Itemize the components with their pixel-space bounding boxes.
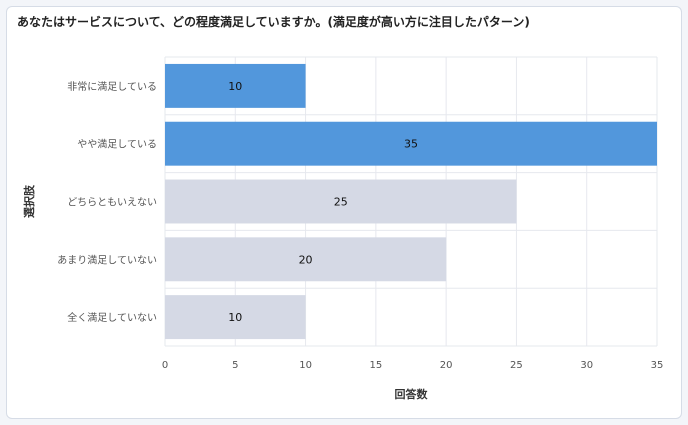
x-tick-label: 35 (651, 360, 664, 371)
bar (165, 237, 447, 282)
chart-title: あなたはサービスについて、どの程度満足していますか。(満足度が高い方に注目したパ… (17, 15, 530, 29)
chart-card: あなたはサービスについて、どの程度満足していますか。(満足度が高い方に注目したパ… (6, 6, 682, 419)
x-tick-label: 15 (369, 360, 382, 371)
x-tick-label: 0 (162, 360, 168, 371)
bar-value-label: 20 (299, 253, 313, 266)
y-axis-title: 選択肢 (22, 184, 36, 218)
x-tick-label: 20 (440, 360, 453, 371)
x-tick-label: 30 (580, 360, 593, 371)
bar-value-label: 35 (404, 138, 418, 151)
bar (165, 179, 517, 224)
bar (165, 121, 657, 166)
bar-value-label: 10 (228, 80, 242, 93)
category-label: どちらともいえない (67, 197, 157, 209)
x-tick-label: 10 (299, 360, 312, 371)
bar-chart: 10 35 25 20 10 0 5 10 15 20 25 30 35 非常に満足しているやや満足し… (22, 56, 664, 401)
bar (165, 295, 306, 340)
bar (165, 63, 306, 108)
bar-value-label: 25 (334, 196, 348, 209)
category-label: あまり満足していない (57, 254, 157, 266)
x-tick-label: 25 (510, 360, 523, 371)
category-label: 全く満足していない (67, 311, 157, 324)
category-label: 非常に満足している (67, 80, 157, 93)
bar-value-label: 10 (228, 311, 242, 324)
x-axis-title: 回答数 (395, 387, 429, 401)
x-tick-label: 5 (232, 360, 238, 371)
category-label: やや満足している (77, 139, 157, 151)
